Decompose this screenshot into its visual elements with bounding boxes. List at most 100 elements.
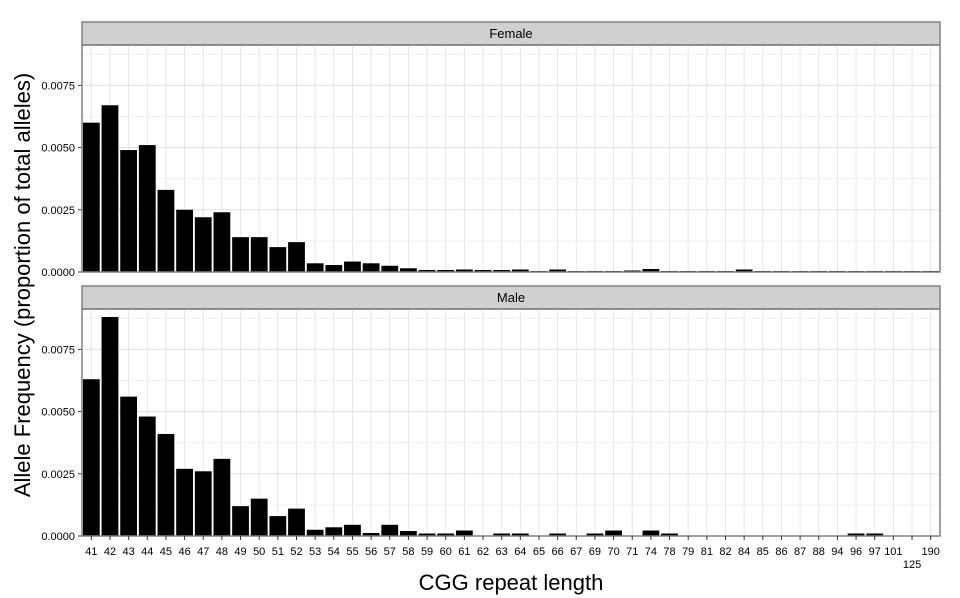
bar-female-64: [511, 269, 529, 272]
bar-male-41: [82, 379, 100, 536]
bar-male-53: [306, 529, 324, 536]
y-tick-label: 0.0050: [41, 143, 75, 155]
x-tick-label: 56: [365, 546, 377, 558]
x-tick-label: 88: [813, 546, 825, 558]
bar-female-58: [400, 268, 417, 272]
x-tick-label: 71: [626, 546, 638, 558]
bar-female-84: [735, 269, 753, 272]
bar-male-64: [511, 533, 529, 536]
x-tick-label: 42: [104, 546, 116, 558]
bar-male-55: [344, 524, 361, 536]
y-tick-label: 0.0025: [41, 469, 75, 481]
bar-male-50: [250, 498, 268, 536]
x-tick-label: 48: [216, 546, 228, 558]
panel-border: [81, 44, 941, 273]
panel-male: Male 0.0000 0.0025 0.0050 0.0075: [41, 285, 941, 543]
x-tick-label: 65: [533, 546, 545, 558]
x-tick-label: 51: [272, 546, 284, 558]
x-tick-label: 61: [458, 546, 470, 558]
bar-female-62: [474, 270, 492, 272]
bar-male-70: [605, 530, 622, 536]
x-tick-label: 85: [757, 546, 769, 558]
y-axis-title: Allele Frequency (proportion of total al…: [10, 73, 35, 497]
bar-male-44: [138, 416, 156, 536]
bar-female-45: [157, 189, 175, 272]
bar-female-59: [418, 270, 436, 272]
x-tick-label: 81: [701, 546, 713, 558]
x-axis: 41 42 43 44 45 46 47 48 49 50 51 52 53 54 55 56 57 58 59 60…: [85, 536, 940, 571]
bar-female-41: [82, 122, 100, 272]
bar-male-60: [437, 533, 455, 536]
y-tick-label: 0.0075: [41, 344, 75, 356]
x-axis-title: CGG repeat length: [419, 570, 604, 595]
panel-border: [81, 308, 941, 537]
y-tick-label: 0.0050: [41, 407, 75, 419]
x-tick-label: 44: [141, 546, 153, 558]
x-tick-label: 60: [440, 546, 452, 558]
x-tick-label: 49: [234, 546, 246, 558]
bar-male-96: [847, 533, 865, 536]
panel-female: Female 0.0000 0.0025 0.0050 0.0075: [41, 21, 941, 279]
bar-male-57: [381, 524, 399, 536]
x-tick-label: 101: [884, 546, 902, 558]
bar-male-47: [194, 471, 212, 536]
bar-male-54: [325, 527, 343, 536]
x-tick-label: 82: [719, 546, 731, 558]
x-tick-label: 86: [775, 546, 787, 558]
x-tick-label: 62: [477, 546, 489, 558]
bar-male-45: [157, 433, 175, 536]
x-tick-label: 47: [197, 546, 209, 558]
x-tick-label: 96: [850, 546, 862, 558]
x-tick-label: 74: [645, 546, 657, 558]
bar-male-58: [400, 531, 417, 536]
x-tick-label: 41: [85, 546, 97, 558]
strip-label: Female: [489, 26, 532, 41]
x-tick-label: 190: [921, 546, 939, 558]
bar-male-51: [269, 516, 287, 536]
x-tick-label: 70: [607, 546, 619, 558]
x-tick-label: 78: [663, 546, 675, 558]
x-tick-label: 94: [831, 546, 843, 558]
bar-male-56: [362, 533, 380, 536]
x-tick-label: 125: [903, 559, 921, 571]
y-tick-label: 0.0000: [41, 531, 75, 543]
x-tick-label: 66: [552, 546, 564, 558]
x-tick-label: 52: [290, 546, 302, 558]
bar-female-56: [362, 263, 380, 272]
bar-male-63: [493, 533, 511, 536]
bar-female-51: [269, 247, 287, 272]
x-tick-label: 57: [384, 546, 396, 558]
bar-male-48: [213, 458, 231, 536]
bar-female-46: [176, 209, 193, 272]
x-tick-label: 79: [682, 546, 694, 558]
y-tick-label: 0.0075: [41, 80, 75, 92]
x-tick-label: 69: [589, 546, 601, 558]
bar-female-54: [325, 265, 343, 272]
x-tick-label: 97: [869, 546, 881, 558]
bar-female-42: [101, 105, 119, 273]
x-tick-label: 58: [402, 546, 414, 558]
bar-male-69: [586, 533, 604, 536]
x-tick-label: 46: [178, 546, 190, 558]
bar-female-44: [138, 145, 156, 272]
bar-female-47: [194, 217, 212, 272]
bar-female-57: [381, 265, 399, 272]
bar-female-55: [344, 261, 361, 272]
bar-female-48: [213, 212, 231, 272]
bar-female-43: [120, 150, 138, 272]
bar-female-63: [493, 270, 511, 272]
bar-female-74: [642, 269, 660, 272]
y-tick-label: 0.0000: [41, 267, 75, 279]
bar-male-43: [120, 396, 138, 536]
bar-male-49: [232, 506, 249, 536]
x-tick-label: 53: [309, 546, 321, 558]
x-tick-label: 64: [514, 546, 526, 558]
x-tick-label: 67: [570, 546, 582, 558]
bar-female-60: [437, 270, 455, 272]
bar-male-42: [101, 317, 119, 536]
chart-panels: Female 0.0000 0.0025 0.0050 0.0075 Male 0.0000…: [41, 21, 941, 543]
x-tick-label: 87: [794, 546, 806, 558]
x-tick-label: 55: [346, 546, 358, 558]
bar-male-78: [661, 533, 678, 536]
